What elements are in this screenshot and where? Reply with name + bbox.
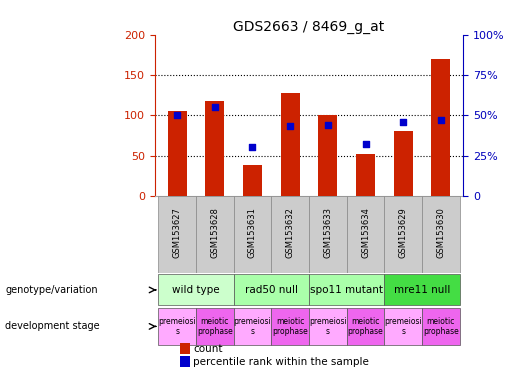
Text: GSM153627: GSM153627 (173, 207, 182, 258)
Text: premeiosi
s: premeiosi s (158, 317, 196, 336)
Point (324, 122, 332, 128)
Bar (356, 154, 375, 196)
Point (437, 117, 445, 123)
Bar (347, 308, 384, 345)
Text: meiotic
prophase: meiotic prophase (272, 317, 308, 336)
Point (248, 144, 256, 151)
Text: GSM153632: GSM153632 (286, 207, 295, 258)
Text: development stage: development stage (5, 321, 100, 331)
Bar (384, 274, 460, 306)
Bar (309, 274, 384, 306)
Bar (384, 308, 422, 345)
Text: meiotic
prophase: meiotic prophase (197, 317, 233, 336)
Text: count: count (193, 344, 222, 354)
Bar (432, 59, 450, 196)
Bar (158, 196, 196, 273)
Text: premeiosi
s: premeiosi s (384, 317, 422, 336)
Point (399, 119, 407, 125)
Bar (234, 308, 271, 345)
Bar (309, 196, 347, 273)
Title: GDS2663 / 8469_g_at: GDS2663 / 8469_g_at (233, 20, 385, 33)
Text: meiotic
prophase: meiotic prophase (423, 317, 459, 336)
Text: GSM153634: GSM153634 (361, 207, 370, 258)
Text: meiotic
prophase: meiotic prophase (348, 317, 383, 336)
Text: spo11 mutant: spo11 mutant (310, 285, 383, 295)
Point (286, 123, 294, 129)
Text: GSM153629: GSM153629 (399, 207, 408, 258)
Text: percentile rank within the sample: percentile rank within the sample (193, 357, 369, 367)
Point (173, 112, 181, 118)
Point (362, 141, 370, 147)
Bar (422, 308, 460, 345)
Text: GSM153628: GSM153628 (210, 207, 219, 258)
Text: wild type: wild type (172, 285, 220, 295)
Text: premeiosi
s: premeiosi s (234, 317, 271, 336)
Bar (271, 308, 309, 345)
Bar (309, 308, 347, 345)
Text: GSM153631: GSM153631 (248, 207, 257, 258)
Bar (158, 308, 196, 345)
Bar (158, 274, 234, 306)
Bar (422, 196, 460, 273)
Point (211, 104, 219, 110)
Bar (318, 115, 337, 196)
Bar (394, 131, 413, 196)
Text: GSM153630: GSM153630 (436, 207, 445, 258)
Text: premeiosi
s: premeiosi s (309, 317, 347, 336)
Bar (281, 93, 300, 196)
Bar (243, 165, 262, 196)
Text: rad50 null: rad50 null (245, 285, 298, 295)
Bar (168, 111, 186, 196)
Bar (347, 196, 384, 273)
Bar (234, 196, 271, 273)
Bar (271, 196, 309, 273)
Text: mre11 null: mre11 null (394, 285, 450, 295)
Bar (196, 196, 234, 273)
Bar (234, 274, 309, 306)
Text: GSM153633: GSM153633 (323, 207, 332, 258)
Text: genotype/variation: genotype/variation (5, 285, 98, 295)
Bar (384, 196, 422, 273)
Bar (205, 101, 224, 196)
Bar (196, 308, 234, 345)
